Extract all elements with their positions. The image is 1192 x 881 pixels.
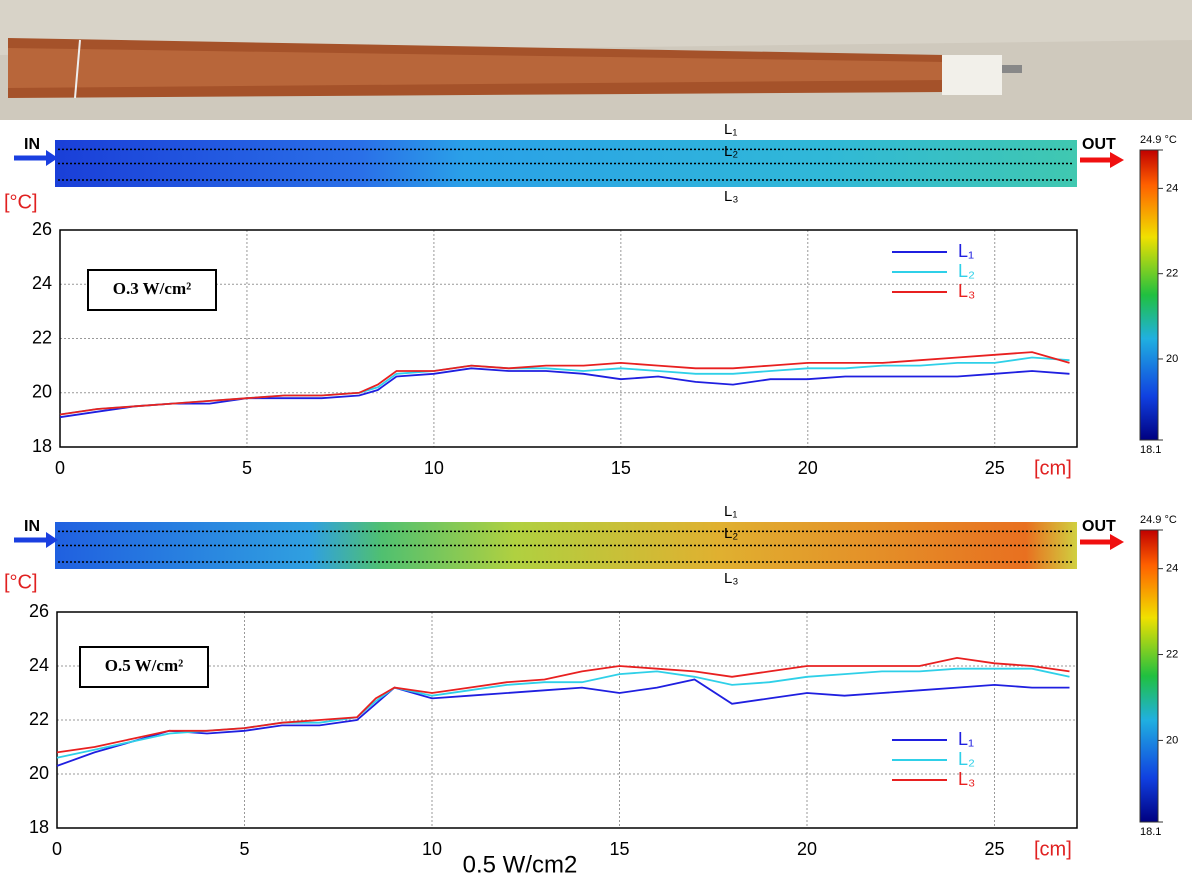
colorbar-label: 22 bbox=[1166, 648, 1178, 660]
x-tick-label: 15 bbox=[611, 458, 631, 478]
probe-label: L₂ bbox=[724, 525, 738, 542]
probe-label: L₂ bbox=[724, 143, 738, 160]
colorbar-label: 24.9 °C bbox=[1140, 134, 1177, 146]
colorbar bbox=[1139, 149, 1159, 441]
y-tick-label: 22 bbox=[32, 327, 52, 347]
y-axis-label: [°C] bbox=[4, 571, 38, 593]
inlet-arrowhead bbox=[46, 150, 58, 166]
outlet-arrowhead bbox=[1110, 152, 1124, 168]
caption: 0.5 W/cm2 bbox=[463, 851, 578, 878]
inlet-arrowhead bbox=[46, 532, 58, 548]
legend-label: L₃ bbox=[958, 769, 975, 789]
probe-label: L₁ bbox=[724, 503, 737, 520]
legend-label: L₃ bbox=[958, 281, 975, 301]
colorbar bbox=[1139, 529, 1159, 823]
x-tick-label: 10 bbox=[424, 458, 444, 478]
x-tick-label: 5 bbox=[242, 458, 252, 478]
annotation-box bbox=[87, 269, 217, 311]
outlet-label: OUT bbox=[1082, 518, 1116, 535]
data-line bbox=[59, 351, 1070, 416]
annotation: O.5 W/cm² bbox=[105, 656, 183, 675]
x-tick-label: 25 bbox=[985, 458, 1005, 478]
x-tick-label: 10 bbox=[422, 839, 442, 859]
legend-label: L₁ bbox=[958, 729, 974, 749]
colorbar-label: 22 bbox=[1166, 268, 1178, 280]
x-axis-label: [cm] bbox=[1034, 457, 1072, 479]
y-tick-label: 26 bbox=[32, 219, 52, 239]
legend-label: L₂ bbox=[958, 749, 975, 769]
colorbar-label: 20 bbox=[1166, 353, 1178, 365]
annotation-box bbox=[79, 646, 209, 688]
legend-label: L₁ bbox=[958, 241, 974, 261]
colorbar-label: 24.9 °C bbox=[1140, 514, 1177, 526]
colorbar-label: 18.1 bbox=[1140, 444, 1161, 456]
plot-frame bbox=[59, 229, 1078, 448]
y-tick-label: 20 bbox=[32, 382, 52, 402]
y-tick-label: 24 bbox=[29, 655, 49, 675]
y-tick-label: 24 bbox=[32, 273, 52, 293]
legend-label: L₂ bbox=[958, 261, 975, 281]
x-tick-label: 20 bbox=[798, 458, 818, 478]
photo bbox=[0, 0, 1192, 120]
inlet-label: IN bbox=[24, 136, 40, 153]
x-tick-label: 0 bbox=[52, 839, 62, 859]
colorbar-label: 20 bbox=[1166, 734, 1178, 746]
annotation: O.3 W/cm² bbox=[113, 279, 191, 298]
y-tick-label: 26 bbox=[29, 601, 49, 621]
inlet-label: IN bbox=[24, 518, 40, 535]
y-axis-label: [°C] bbox=[4, 191, 38, 213]
x-axis-label: [cm] bbox=[1034, 838, 1072, 860]
x-tick-label: 5 bbox=[239, 839, 249, 859]
data-line bbox=[56, 678, 1070, 767]
y-tick-label: 20 bbox=[29, 763, 49, 783]
outlet-arrowhead bbox=[1110, 534, 1124, 550]
data-line bbox=[56, 656, 1070, 754]
y-tick-label: 18 bbox=[29, 817, 49, 837]
colorbar-label: 18.1 bbox=[1140, 826, 1161, 838]
outlet-label: OUT bbox=[1082, 136, 1116, 153]
colorbar-label: 24 bbox=[1166, 182, 1178, 194]
colorbar-label: 24 bbox=[1166, 563, 1178, 575]
y-tick-label: 18 bbox=[32, 436, 52, 456]
y-tick-label: 22 bbox=[29, 709, 49, 729]
x-tick-label: 20 bbox=[797, 839, 817, 859]
x-tick-label: 0 bbox=[55, 458, 65, 478]
probe-label: L₃ bbox=[724, 570, 738, 587]
x-tick-label: 25 bbox=[984, 839, 1004, 859]
probe-label: L₁ bbox=[724, 121, 737, 138]
x-tick-label: 15 bbox=[609, 839, 629, 859]
plot-frame bbox=[56, 611, 1078, 829]
probe-label: L₃ bbox=[724, 188, 738, 205]
